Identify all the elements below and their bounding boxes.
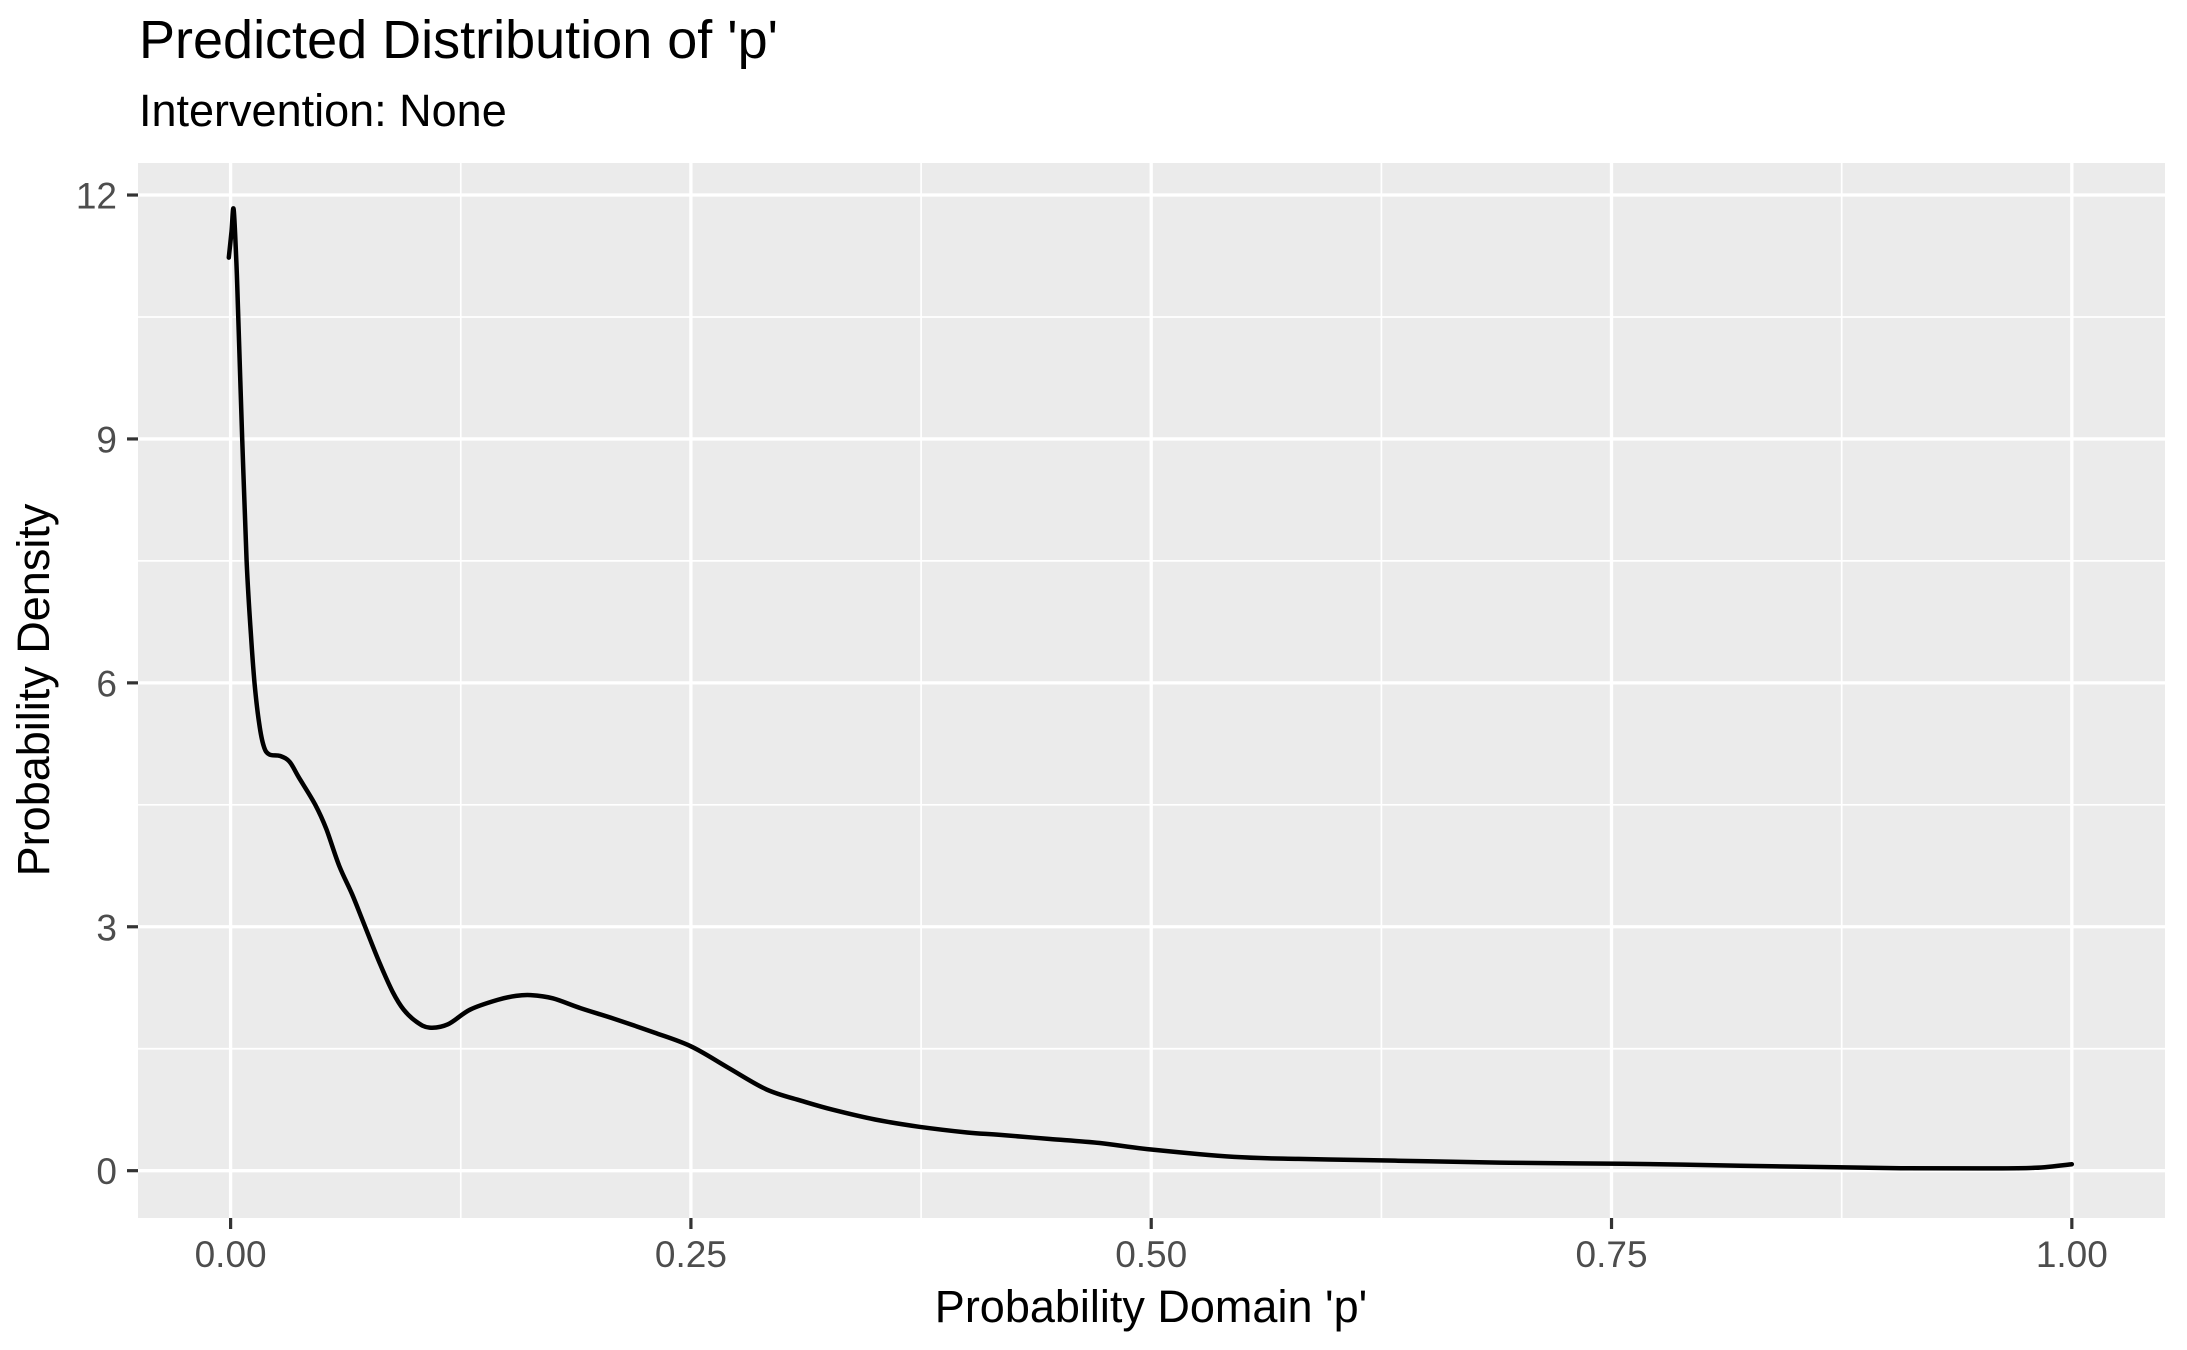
x-tick-label: 0.75	[1576, 1234, 1648, 1275]
y-tick-label: 12	[76, 176, 117, 217]
density-curve	[226, 206, 2075, 1171]
x-tick-label: 0.25	[655, 1234, 727, 1275]
plot-subtitle: Intervention: None	[139, 85, 507, 136]
y-tick-label: 9	[96, 419, 117, 460]
x-tick-label: 1.00	[2036, 1234, 2108, 1275]
x-axis-title: Probability Domain 'p'	[934, 1281, 1368, 1332]
y-tick-label: 6	[96, 663, 117, 704]
x-tick-label: 0.50	[1115, 1234, 1187, 1275]
x-tick-label: 0.00	[195, 1234, 267, 1275]
y-tick-label: 3	[96, 907, 117, 948]
plot-title: Predicted Distribution of 'p'	[139, 10, 778, 70]
y-tick-label: 0	[96, 1151, 117, 1192]
